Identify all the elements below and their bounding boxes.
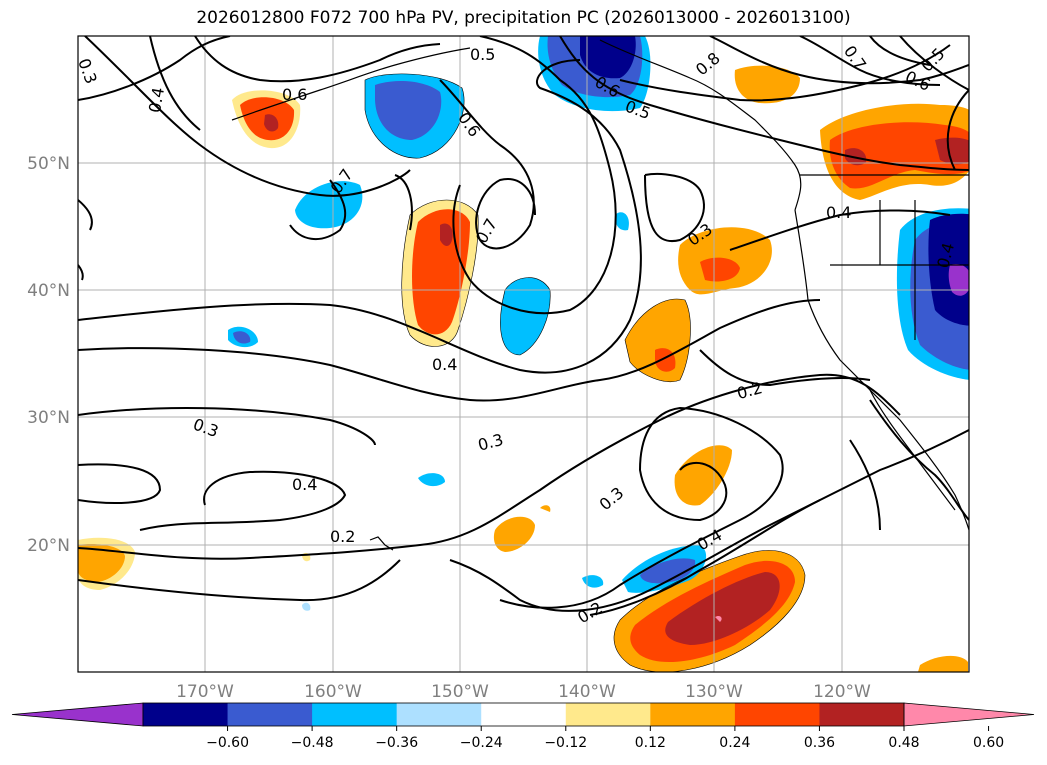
lat-label-20n: 20°N [27,536,70,556]
precip-negative-areas [228,36,969,611]
colorbar-segment [481,703,567,726]
lon-label-150w: 150°W [431,682,489,702]
colorbar-segment [734,703,820,726]
lon-label-170w: 170°W [176,682,234,702]
colorbar-segment [312,703,398,726]
pv-contours [78,36,969,616]
colorbar-segment [143,703,229,726]
colorbar-segment [227,703,313,726]
lon-label-140w: 140°W [558,682,616,702]
colorbar-tick-label: −0.60 [206,735,249,751]
coastlines [231,39,969,551]
colorbar-extend-high [903,702,1035,727]
contour-label: 0.4 [432,355,457,374]
lon-label-120w: 120°W [813,682,871,702]
contour-label: 0.6 [282,85,307,104]
latitude-labels: 50°N 40°N 30°N 20°N [27,154,70,556]
precip-positive-areas [78,65,969,672]
longitude-labels: 170°W 160°W 150°W 140°W 130°W 120°W [176,682,871,702]
colorbar-tick-label: 0.36 [804,735,835,751]
colorbar-tick-label: −0.48 [291,735,334,751]
contour-label: 0.5 [470,45,495,64]
contour-label: 0.4 [145,86,168,114]
page-title: 2026012800 F072 700 hPa PV, precipitatio… [196,8,851,28]
precip-outlines [364,73,806,672]
contour-label: 0.4 [292,475,317,494]
map-area [78,36,969,672]
lat-label-50n: 50°N [27,154,70,174]
colorbar-segment [650,703,736,726]
colorbar-tick-label: 0.24 [719,735,750,751]
colorbar-outline [142,702,905,727]
lat-label-30n: 30°N [27,408,70,428]
colorbar-ticks: −0.60 −0.48 −0.36 −0.24 −0.12 0.12 0.24 0.36 0.4… [206,726,1004,751]
colorbar-tick-label: −0.24 [460,735,503,751]
lon-label-130w: 130°W [685,682,743,702]
colorbar-segment [565,703,651,726]
lat-label-40n: 40°N [27,281,70,301]
map-frame [77,35,970,673]
graticule [78,36,969,672]
colorbar-extend-low [11,702,144,727]
contour-label: 0.4 [826,203,851,222]
colorbar-tick-label: 0.12 [635,735,666,751]
map-content: 0.5 0.6 0.4 0.3 0.6 0.7 0.7 0.4 0.3 0.4 … [74,36,969,672]
colorbar: −0.60 −0.48 −0.36 −0.24 −0.12 0.12 0.24 0.36 0.4… [11,702,1035,751]
contour-label: 0.3 [74,56,101,86]
colorbar-tick-label: −0.12 [544,735,587,751]
lon-label-160w: 160°W [304,682,362,702]
colorbar-segments [11,702,1035,727]
colorbar-segment [396,703,482,726]
colorbar-tick-label: 0.60 [973,735,1004,751]
colorbar-tick-label: 0.48 [888,735,919,751]
colorbar-tick-label: −0.36 [375,735,418,751]
contour-label: 0.2 [330,527,355,546]
colorbar-segment [819,703,905,726]
